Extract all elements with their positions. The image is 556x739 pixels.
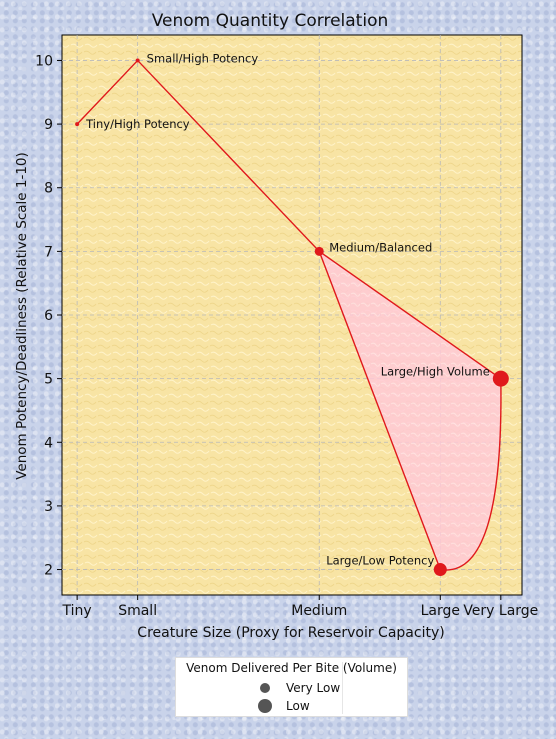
point-label-2: Medium/Balanced xyxy=(329,240,432,254)
series-line-main xyxy=(76,59,502,380)
data-point-1 xyxy=(135,58,140,63)
point-label-4: Large/Low Potency xyxy=(326,554,434,568)
point-label-1: Small/High Potency xyxy=(147,51,259,65)
y-axis-ticks: 2 3 4 5 6 7 8 9 10 xyxy=(35,53,62,579)
y-tick-label-2: 4 xyxy=(44,435,53,451)
legend-entry-very-low: Very Low xyxy=(258,680,340,696)
legend-title: Venom Delivered Per Bite (Volume) xyxy=(186,661,397,675)
legend: Venom Delivered Per Bite (Volume) Very L… xyxy=(175,657,408,717)
legend-label-low: Low xyxy=(286,699,310,713)
y-tick-label-1: 3 xyxy=(44,499,53,515)
y-tick-label-4: 6 xyxy=(44,308,53,324)
data-points xyxy=(75,58,509,577)
series-line-medium-to-low xyxy=(318,251,441,570)
chart-title: Venom Quantity Correlation xyxy=(152,11,389,31)
series-curve-large xyxy=(440,378,502,571)
y-tick-label-0: 2 xyxy=(44,563,53,579)
y-tick-label-3: 5 xyxy=(44,372,53,388)
y-tick-label-7: 9 xyxy=(44,117,53,133)
point-labels: Tiny/High Potency Small/High Potency Mediu… xyxy=(85,51,490,567)
data-point-3 xyxy=(492,370,509,387)
series-line xyxy=(76,59,502,571)
x-tick-label-4: Very Large xyxy=(463,603,538,619)
legend-marker-low xyxy=(258,699,272,713)
legend-label-very-low: Very Low xyxy=(286,681,341,695)
y-tick-label-5: 7 xyxy=(44,244,53,260)
x-tick-label-0: Tiny xyxy=(62,603,92,619)
data-point-4 xyxy=(433,563,447,577)
point-label-3: Large/High Volume xyxy=(381,365,490,379)
point-label-0: Tiny/High Potency xyxy=(85,117,190,131)
data-point-2 xyxy=(314,246,324,256)
grid xyxy=(62,35,522,595)
y-tick-label-6: 8 xyxy=(44,181,53,197)
x-tick-label-2: Medium xyxy=(291,603,347,619)
data-point-0 xyxy=(75,122,80,127)
legend-marker-very-low xyxy=(260,683,270,693)
y-tick-label-8: 10 xyxy=(35,53,53,69)
x-tick-label-1: Small xyxy=(118,603,157,619)
y-axis-label: Venom Potency/Deadliness (Relative Scale… xyxy=(14,152,30,480)
x-axis-label: Creature Size (Proxy for Reservoir Capac… xyxy=(137,625,444,641)
legend-entry-low: Low xyxy=(258,698,310,714)
venom-area-fill xyxy=(319,251,501,571)
legend-divider xyxy=(342,662,343,714)
x-axis-ticks: Tiny Small Medium Large Very Large xyxy=(62,595,538,619)
venom-area xyxy=(319,251,501,571)
x-tick-label-3: Large xyxy=(421,603,460,619)
